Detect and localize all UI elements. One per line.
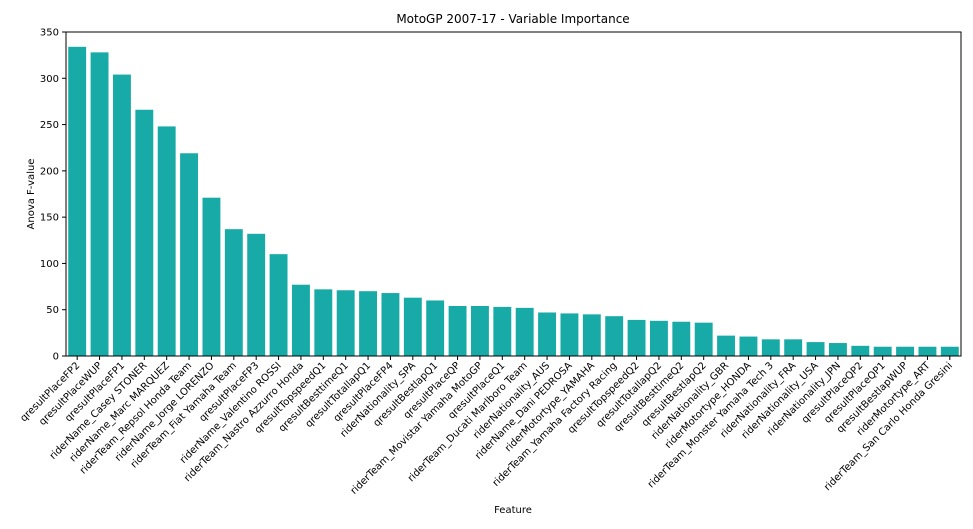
bar-29 [694,322,713,356]
y-tick-label: 200 [40,166,59,177]
bar-10 [269,254,288,356]
bar-30 [717,335,736,356]
y-tick-label: 350 [40,28,59,39]
bar-16 [403,297,422,356]
bar-7 [202,197,221,356]
bar-25 [605,316,624,356]
bar-5 [157,126,176,356]
bar-27 [649,320,668,356]
bar-9 [247,233,266,356]
bar-4 [135,109,154,356]
bar-6 [180,153,199,356]
bar-39 [918,346,937,356]
y-tick-label: 300 [40,74,59,85]
bar-21 [515,307,534,356]
y-tick-label: 100 [40,259,59,270]
bar-20 [493,306,512,356]
bar-15 [381,293,400,356]
bar-18 [448,306,467,356]
x-axis-title: Feature [494,505,532,516]
y-tick-label: 50 [46,305,59,316]
y-axis: 0 50 100 150 200 250 300 350 [40,28,66,363]
bar-35 [828,343,847,356]
bar-2 [90,52,109,357]
bar-36 [851,345,870,356]
bar-11 [291,284,310,356]
bar-40 [940,346,959,356]
bar-12 [314,289,333,356]
bar-31 [739,336,758,356]
bar-26 [627,319,646,356]
bar-23 [560,313,579,356]
bar-13 [336,290,355,356]
bar-38 [896,346,915,356]
chart-title: MotoGP 2007-17 - Variable Importance [396,12,629,26]
bar-37 [873,346,892,356]
bars-group [68,46,959,357]
bar-33 [784,339,803,356]
y-tick-label: 150 [40,213,59,224]
bar-24 [582,314,601,356]
y-tick-label: 250 [40,120,59,131]
bar-34 [806,342,825,356]
bar-1 [68,46,87,357]
y-tick-label: 0 [53,352,59,363]
bar-14 [359,291,378,356]
y-axis-title: Anova F-value [26,159,37,230]
bar-22 [538,312,557,356]
bar-32 [761,339,780,356]
bar-28 [672,321,691,356]
bar-3 [112,74,131,356]
bar-17 [426,300,445,356]
bar-8 [224,229,243,356]
plot-frame [65,31,962,357]
bar-19 [470,306,489,356]
